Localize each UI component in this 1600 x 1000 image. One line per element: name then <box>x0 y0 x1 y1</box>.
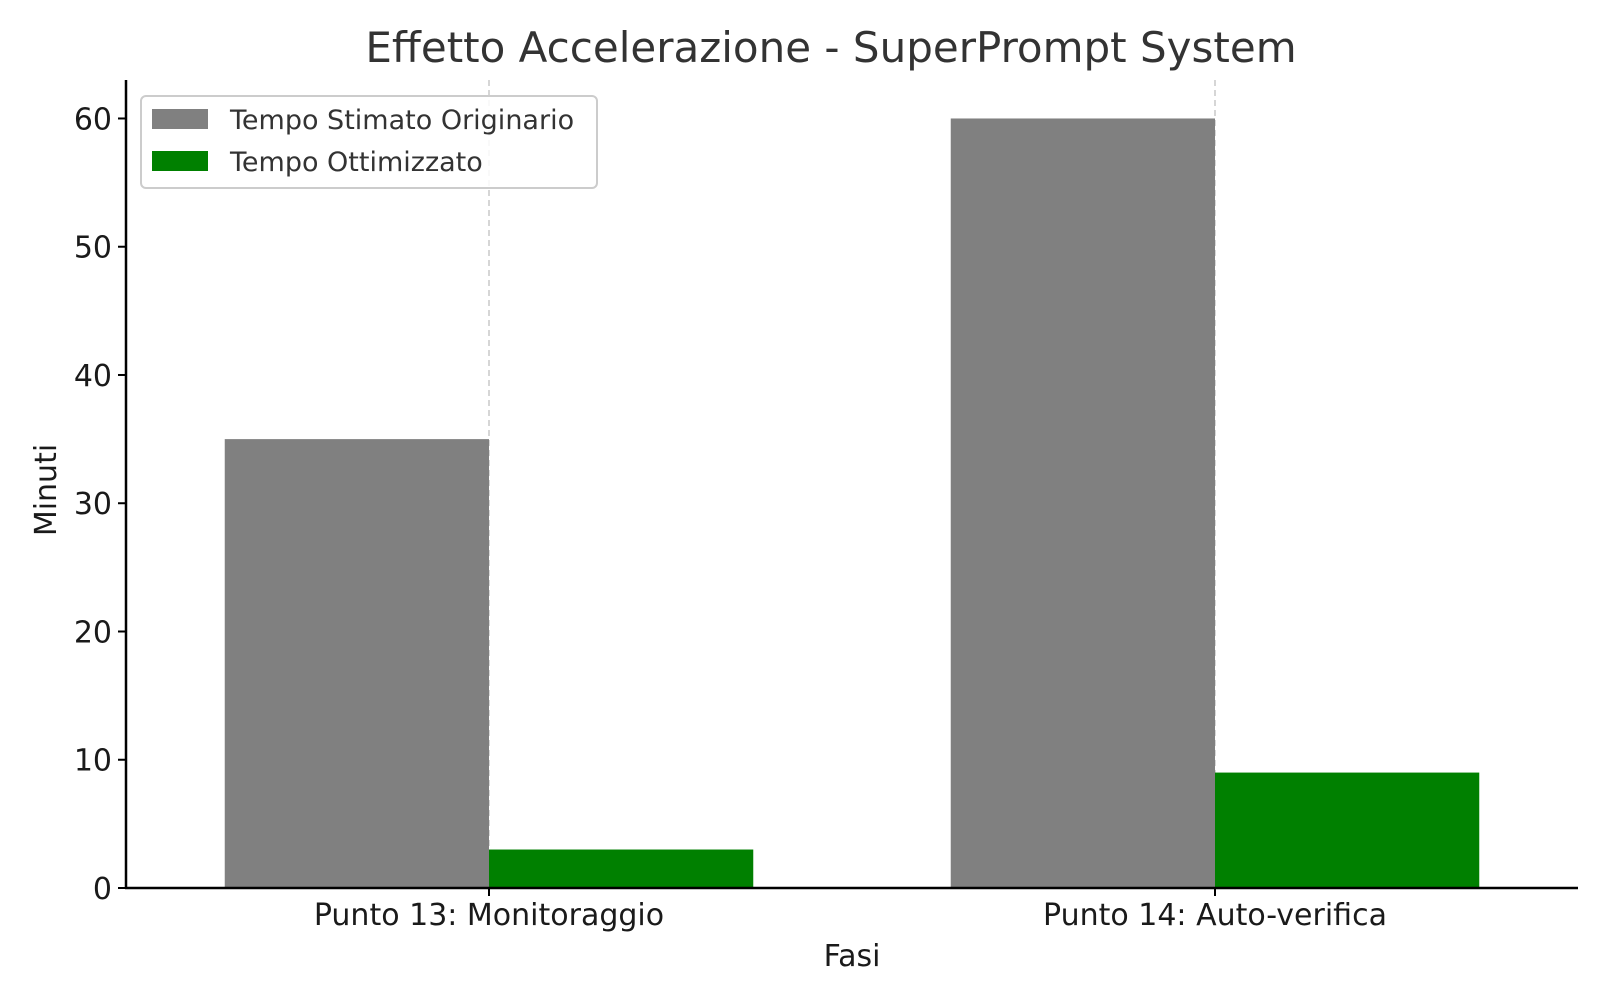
legend-swatch-optimized <box>152 151 208 171</box>
y-tick-label: 0 <box>93 872 112 907</box>
legend-swatch-original <box>152 109 208 129</box>
chart-title: Effetto Accelerazione - SuperPrompt Syst… <box>365 23 1296 72</box>
y-axis-label: Minuti <box>29 444 64 536</box>
x-tick-label: Punto 14: Auto-verifica <box>1043 898 1387 933</box>
x-tick-label: Punto 13: Monitoraggio <box>314 898 664 933</box>
bar-series1-cat1 <box>224 439 489 888</box>
y-tick-label: 60 <box>74 102 112 137</box>
y-tick-label: 40 <box>74 359 112 394</box>
legend-label-optimized: Tempo Ottimizzato <box>229 147 483 178</box>
legend-frame <box>140 95 598 189</box>
y-tick-label: 30 <box>74 487 112 522</box>
bar-series2-cat2 <box>1215 772 1480 888</box>
y-tick-label: 20 <box>74 615 112 650</box>
legend: Tempo Stimato Originario Tempo Ottimizza… <box>140 95 598 189</box>
x-axis-label: Fasi <box>824 939 881 974</box>
axes <box>118 80 1578 896</box>
legend-label-original: Tempo Stimato Originario <box>229 105 574 136</box>
bar-series1-cat2 <box>950 118 1215 888</box>
tick-labels: 0 10 20 30 40 50 60 Punto 13: Monitoraggio Punto… <box>74 102 1387 933</box>
bars <box>224 118 1480 888</box>
y-tick-label: 50 <box>74 231 112 266</box>
y-tick-label: 10 <box>74 744 112 779</box>
bar-series2-cat1 <box>489 849 754 888</box>
